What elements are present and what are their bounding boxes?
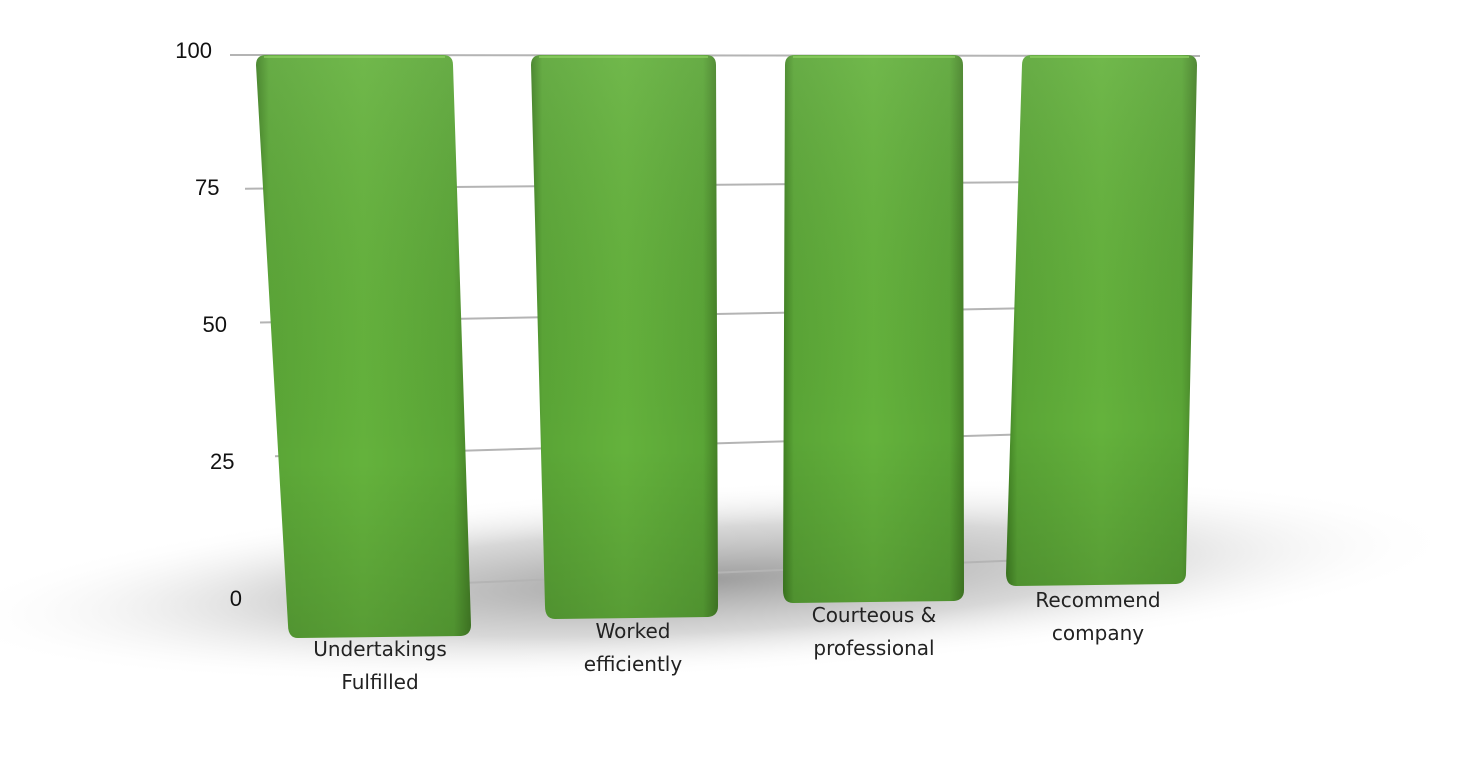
x-tick-label-line: professional [813,636,934,660]
x-tick-label-line: Fulfilled [341,670,418,694]
x-tick-label-2: Courteous & professional [812,603,937,660]
bar-shade-0 [256,55,471,638]
y-tick-label-75: 75 [195,175,219,200]
bar-1 [531,55,718,619]
x-tick-label-0: Undertakings Fulfilled [313,637,447,694]
bar-3 [1006,55,1197,586]
bar-0 [256,55,471,638]
bar-shade-1 [531,55,718,619]
x-tick-label-line: Undertakings [313,637,447,661]
y-axis-tick-labels: 0 25 50 75 100 [175,38,242,611]
x-tick-label-line: Recommend [1035,588,1160,612]
y-tick-label-100: 100 [175,38,212,63]
bar-2 [783,55,964,603]
x-tick-label-line: Courteous & [812,603,937,627]
y-tick-label-25: 25 [210,449,234,474]
y-tick-label-0: 0 [230,586,242,611]
x-tick-label-line: Worked [596,619,671,643]
y-tick-label-50: 50 [203,312,227,337]
x-tick-label-1: Worked efficiently [584,619,683,676]
x-tick-label-line: company [1052,621,1144,645]
bar-shade-3 [1006,55,1197,586]
x-axis-tick-labels: Undertakings Fulfilled Worked efficiently Co… [313,588,1160,694]
x-tick-label-3: Recommend company [1035,588,1160,645]
floor-shadow [0,477,1459,683]
bars [256,55,1197,638]
x-tick-label-line: efficiently [584,652,683,676]
bar-shade-2 [783,55,964,603]
